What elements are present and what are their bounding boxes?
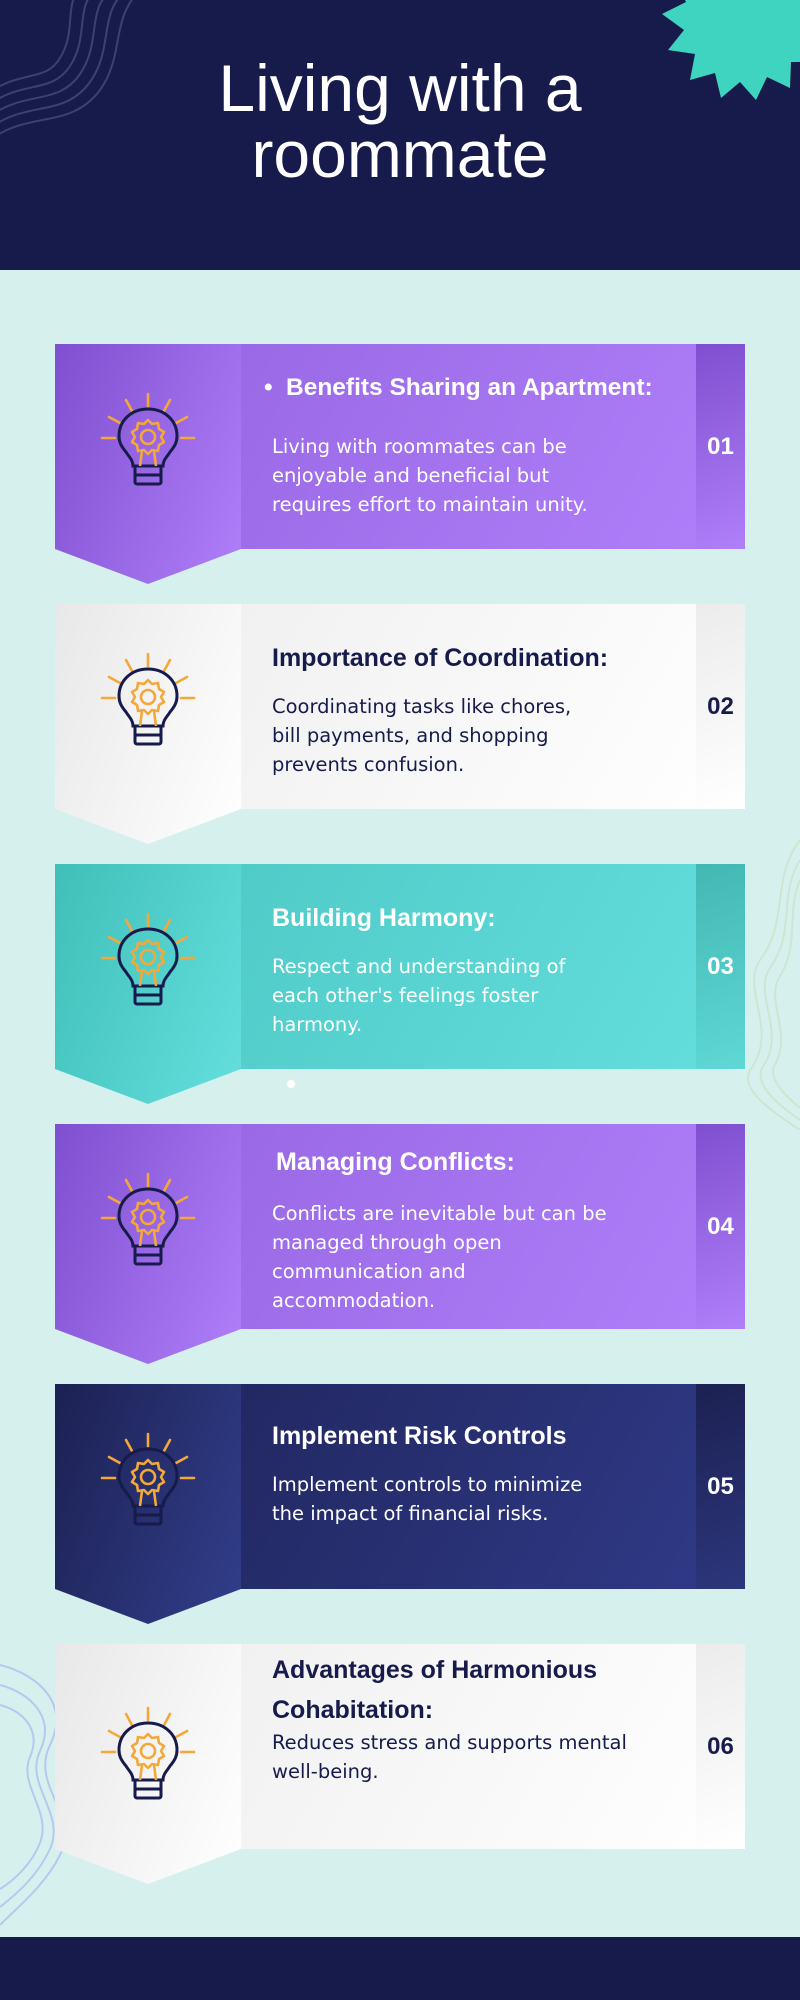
card-title: Managing Conflicts: bbox=[276, 1148, 515, 1176]
title-line-1: Living with a bbox=[218, 51, 582, 125]
card-text: Living with roommates can be enjoyable a… bbox=[272, 435, 588, 516]
right-wave-decoration bbox=[747, 840, 800, 1130]
lightbulb-gear-icon bbox=[93, 1170, 203, 1280]
card-body: Implement Risk Controls Implement contro… bbox=[241, 1384, 745, 1589]
card-text: Reduces stress and supports mental well-… bbox=[272, 1731, 627, 1783]
card-title: Benefits Sharing an Apartment: bbox=[264, 368, 653, 408]
lightbulb-gear-icon bbox=[93, 390, 203, 500]
card-06: Advantages of Harmonious Cohabitation: R… bbox=[55, 1644, 745, 1884]
footer-bar bbox=[0, 1937, 800, 2000]
card-text: Implement controls to minimize the impac… bbox=[272, 1473, 583, 1525]
card-body: Managing Conflicts: Conflicts are inevit… bbox=[241, 1124, 745, 1329]
card-02: Importance of Coordination: Coordinating… bbox=[55, 604, 745, 844]
card-title: Building Harmony: bbox=[272, 904, 496, 932]
lightbulb-gear-icon bbox=[93, 910, 203, 1020]
card-tab bbox=[55, 1124, 241, 1364]
card-tab bbox=[55, 1384, 241, 1624]
card-03: Building Harmony: Respect and understand… bbox=[55, 864, 745, 1104]
card-tab bbox=[55, 344, 241, 584]
lightbulb-gear-icon bbox=[93, 1430, 203, 1540]
lightbulb-gear-icon bbox=[93, 1704, 203, 1814]
card-title: Implement Risk Controls bbox=[272, 1422, 567, 1450]
page-title: Living with a roommate bbox=[0, 55, 800, 187]
card-body: Benefits Sharing an Apartment: Living wi… bbox=[241, 344, 745, 549]
card-number: 04 bbox=[696, 1124, 745, 1329]
card-01: Benefits Sharing an Apartment: Living wi… bbox=[55, 344, 745, 584]
card-tab bbox=[55, 864, 241, 1104]
card-text: Coordinating tasks like chores, bill pay… bbox=[272, 695, 572, 776]
lightbulb-gear-icon bbox=[93, 650, 203, 760]
card-number: 06 bbox=[696, 1644, 745, 1849]
card-number: 01 bbox=[696, 344, 745, 549]
left-wave-decoration bbox=[0, 1664, 66, 1926]
card-tab bbox=[55, 604, 241, 844]
card-number: 05 bbox=[696, 1384, 745, 1589]
title-line-2: roommate bbox=[251, 117, 549, 191]
card-text: Respect and understanding of each other'… bbox=[272, 955, 566, 1036]
card-body: Advantages of Harmonious Cohabitation: R… bbox=[241, 1644, 745, 1849]
card-number: 02 bbox=[696, 604, 745, 809]
card-tab bbox=[55, 1644, 241, 1884]
card-title: Importance of Coordination: bbox=[272, 644, 609, 672]
header-banner: Living with a roommate bbox=[0, 0, 800, 270]
card-number: 03 bbox=[696, 864, 745, 1069]
card-05: Implement Risk Controls Implement contro… bbox=[55, 1384, 745, 1624]
card-title: Advantages of Harmonious Cohabitation: bbox=[272, 1656, 598, 1724]
small-dot bbox=[287, 1080, 295, 1088]
wave-lines-decoration bbox=[0, 0, 134, 135]
card-body: Building Harmony: Respect and understand… bbox=[241, 864, 745, 1069]
card-04: Managing Conflicts: Conflicts are inevit… bbox=[55, 1124, 745, 1364]
card-body: Importance of Coordination: Coordinating… bbox=[241, 604, 745, 809]
starburst-decoration bbox=[662, 0, 800, 100]
card-text: Conflicts are inevitable but can be mana… bbox=[272, 1202, 607, 1312]
